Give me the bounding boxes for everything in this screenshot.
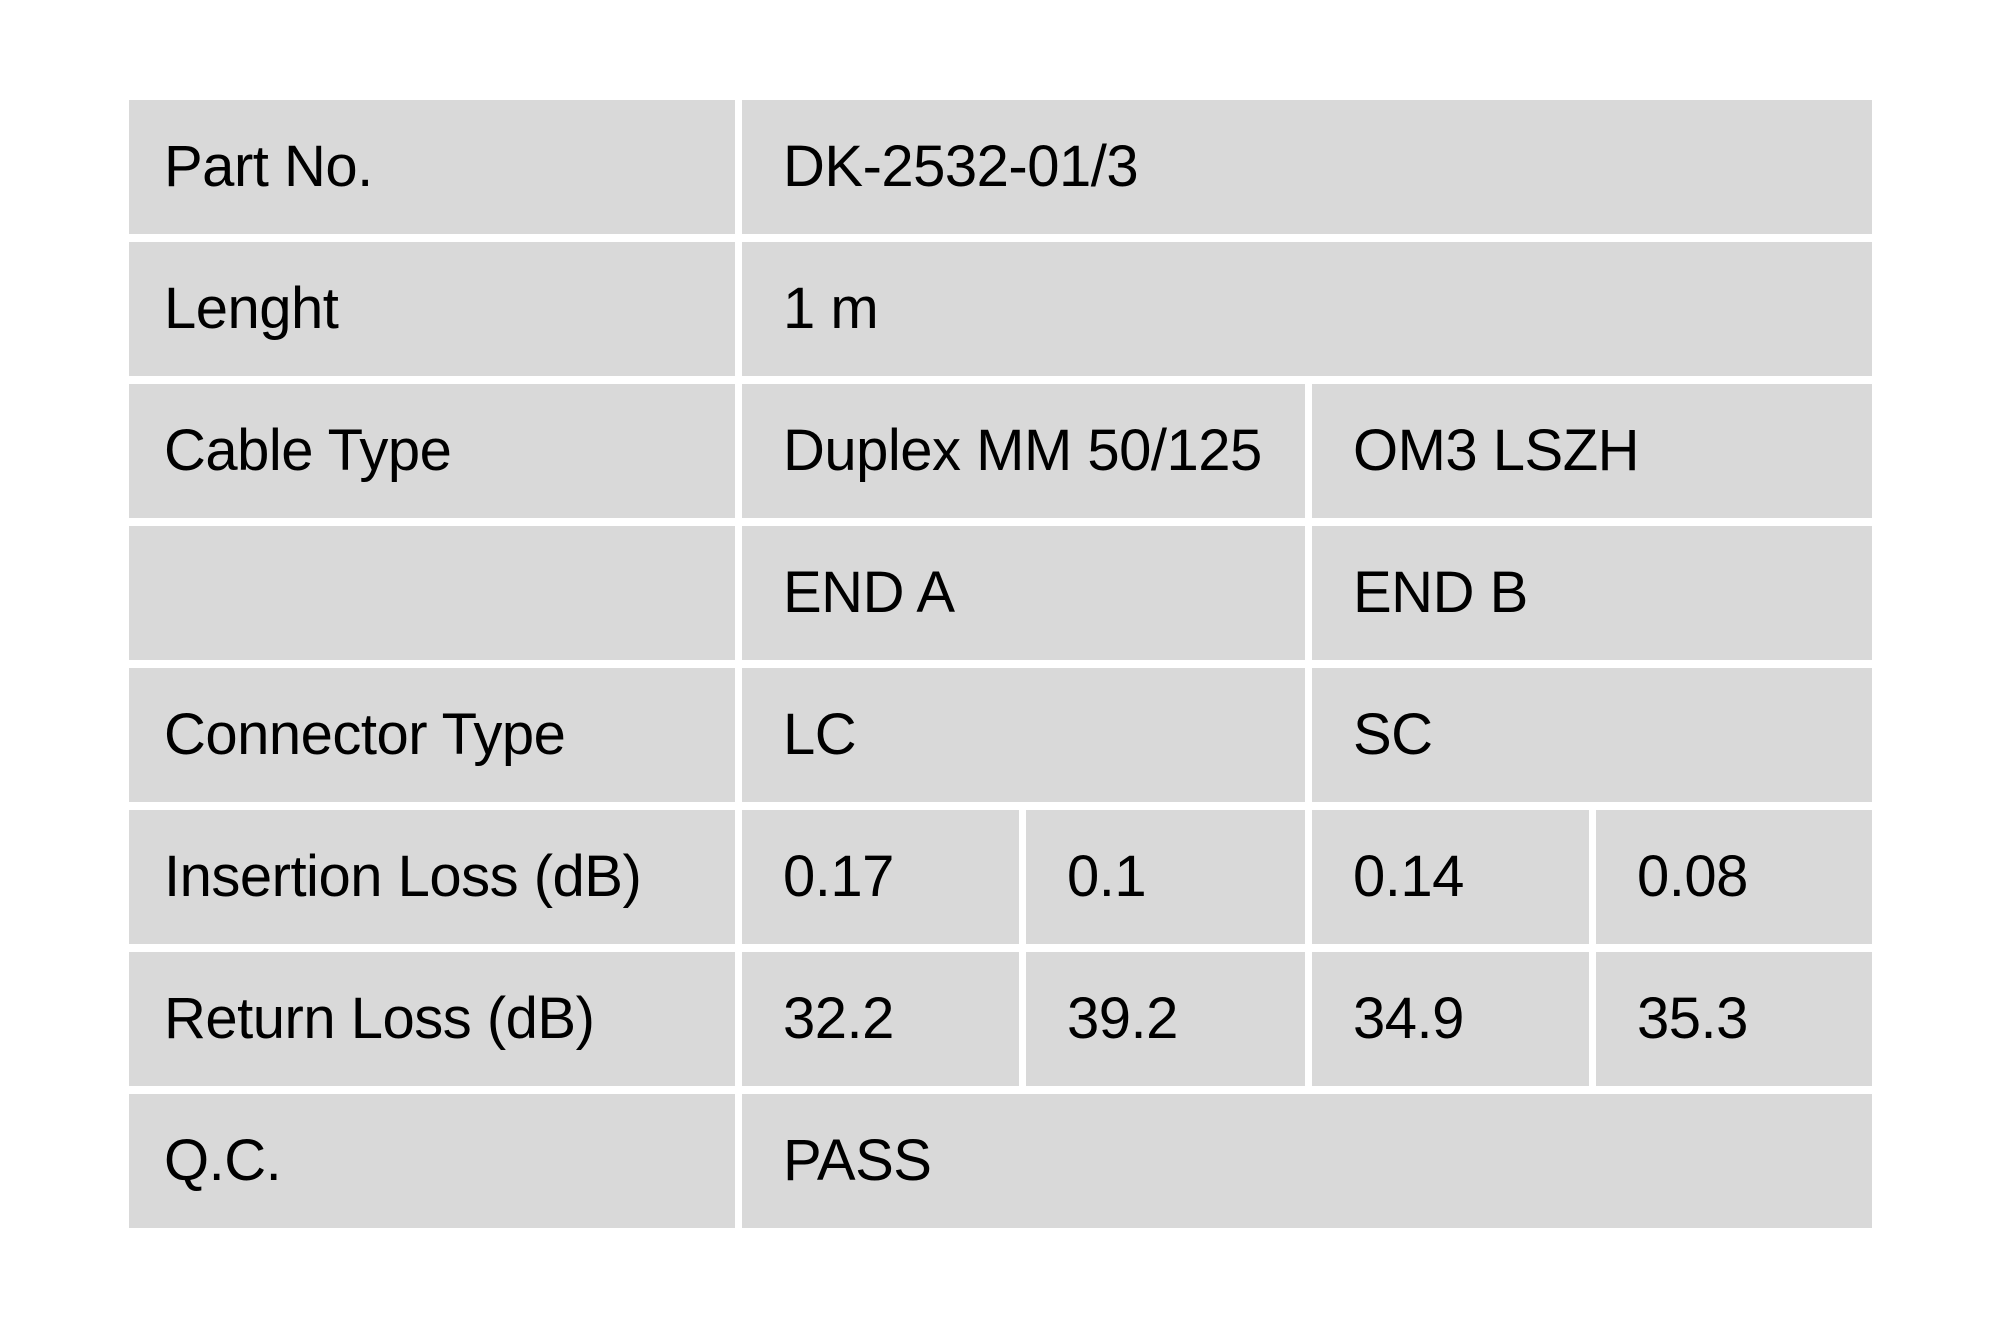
row-label-part-no: Part No.: [129, 100, 735, 234]
value-connector-end-a: LC: [742, 668, 1305, 802]
row-label-insertion-loss: Insertion Loss (dB): [129, 810, 735, 944]
value-qc-result: PASS: [742, 1094, 1872, 1228]
value-part-no: DK-2532-01/3: [742, 100, 1872, 234]
value-cable-type-spec: Duplex MM 50/125: [742, 384, 1305, 518]
value-insertion-loss-b1: 0.14: [1312, 810, 1589, 944]
value-return-loss-a2: 39.2: [1026, 952, 1305, 1086]
value-return-loss-a1: 32.2: [742, 952, 1019, 1086]
value-insertion-loss-a1: 0.17: [742, 810, 1019, 944]
row-label-qc: Q.C.: [129, 1094, 735, 1228]
value-insertion-loss-a2: 0.1: [1026, 810, 1305, 944]
row-label-cable-type: Cable Type: [129, 384, 735, 518]
row-label-return-loss: Return Loss (dB): [129, 952, 735, 1086]
value-insertion-loss-b2: 0.08: [1596, 810, 1872, 944]
value-length: 1 m: [742, 242, 1872, 376]
header-end-a: END A: [742, 526, 1305, 660]
row-label-connector-type: Connector Type: [129, 668, 735, 802]
row-label-empty: [129, 526, 735, 660]
qc-spec-table: Part No. DK-2532-01/3 Lenght 1 m Cable T…: [129, 100, 1872, 1228]
value-return-loss-b1: 34.9: [1312, 952, 1589, 1086]
value-return-loss-b2: 35.3: [1596, 952, 1872, 1086]
row-label-length: Lenght: [129, 242, 735, 376]
header-end-b: END B: [1312, 526, 1872, 660]
value-connector-end-b: SC: [1312, 668, 1872, 802]
value-cable-type-class: OM3 LSZH: [1312, 384, 1872, 518]
